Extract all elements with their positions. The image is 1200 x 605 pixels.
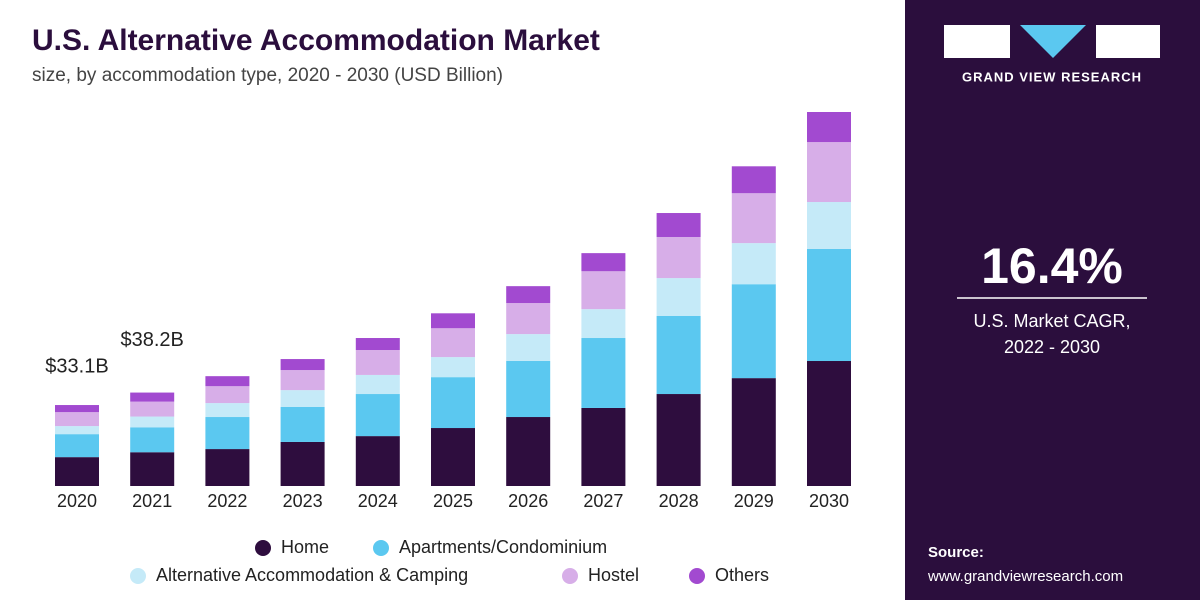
source-label: Source: — [928, 544, 984, 561]
cagr-label: U.S. Market CAGR, — [973, 311, 1130, 331]
bar-segment — [506, 361, 551, 418]
bar-segment — [431, 377, 475, 429]
bar-segment — [431, 357, 475, 378]
bar-segment — [731, 193, 776, 244]
bar-segment — [280, 406, 325, 442]
bar-segment — [205, 376, 250, 387]
bar-segment — [581, 407, 626, 486]
bar-segment — [431, 428, 475, 486]
bar-segment — [55, 434, 99, 458]
logo-shape — [1096, 25, 1160, 58]
bar-segment — [280, 359, 325, 371]
bar-segment — [130, 427, 175, 453]
bar-segment — [55, 412, 99, 427]
bar-segment — [731, 243, 776, 285]
bar-segment — [130, 392, 175, 402]
x-tick-label: 2020 — [57, 491, 97, 511]
bar-segment — [581, 253, 626, 272]
bar-segment — [205, 403, 250, 418]
bar-segment — [205, 417, 250, 450]
total-label: $33.1B — [45, 355, 108, 377]
bar-segment — [506, 417, 551, 486]
bar-segment — [581, 271, 626, 310]
bar-segment — [807, 142, 851, 203]
side-panel — [905, 0, 1200, 600]
bar-segment — [581, 309, 626, 339]
bar-segment — [431, 328, 475, 358]
bar-segment — [731, 284, 776, 379]
legend-label: Others — [715, 565, 769, 585]
bar-segment — [280, 390, 325, 407]
logo-shape — [1020, 25, 1086, 58]
bar-segment — [656, 278, 701, 316]
bar-segment — [355, 338, 400, 350]
legend-marker — [255, 540, 271, 556]
legend-marker — [689, 568, 705, 584]
x-tick-label: 2026 — [508, 491, 548, 511]
source-url: www.grandviewresearch.com — [927, 568, 1123, 585]
logo — [944, 25, 1160, 58]
cagr-value: 16.4% — [981, 238, 1123, 294]
legend-label: Apartments/Condominium — [399, 537, 607, 557]
bar-segment — [55, 457, 99, 486]
x-tick-label: 2021 — [132, 491, 172, 511]
bar-segment — [355, 374, 400, 395]
bar-segment — [807, 248, 851, 362]
bar-segment — [130, 416, 175, 428]
bar-segment — [506, 334, 551, 362]
bar-segment — [431, 313, 475, 329]
legend-marker — [562, 568, 578, 584]
bar-segment — [130, 452, 175, 486]
bar-segment — [280, 441, 325, 486]
bar-segment — [55, 405, 99, 413]
x-tick-label: 2030 — [809, 491, 849, 511]
bar-segment — [581, 338, 626, 408]
bar-segment — [807, 112, 851, 143]
bar-segment — [280, 370, 325, 391]
bar-segment — [205, 386, 250, 404]
bar-segment — [656, 236, 701, 279]
x-tick-label: 2027 — [583, 491, 623, 511]
bar-segment — [355, 394, 400, 437]
x-tick-label: 2023 — [283, 491, 323, 511]
bar-segment — [807, 361, 851, 486]
cagr-label: 2022 - 2030 — [1004, 337, 1100, 357]
bar-segment — [807, 202, 851, 249]
bar-segment — [205, 449, 250, 486]
x-tick-label: 2025 — [433, 491, 473, 511]
bar-segment — [506, 303, 551, 335]
bar-segment — [731, 378, 776, 486]
bar-segment — [656, 394, 701, 486]
x-tick-label: 2022 — [207, 491, 247, 511]
bar-segment — [55, 426, 99, 435]
x-tick-label: 2029 — [734, 491, 774, 511]
legend-label: Home — [281, 537, 329, 557]
total-label: $38.2B — [121, 329, 184, 351]
bar-segment — [656, 213, 701, 237]
legend-marker — [373, 540, 389, 556]
bar-segment — [731, 166, 776, 194]
logo-shape — [944, 25, 1010, 58]
x-tick-label: 2028 — [659, 491, 699, 511]
bar-segment — [656, 316, 701, 395]
bar-segment — [355, 436, 400, 486]
bar-segment — [506, 286, 551, 304]
bar-segment — [130, 401, 175, 417]
x-tick-label: 2024 — [358, 491, 398, 511]
legend-marker — [130, 568, 146, 584]
legend-label: Alternative Accommodation & Camping — [156, 565, 468, 585]
legend-label: Hostel — [588, 565, 639, 585]
bar-segment — [355, 350, 400, 375]
chart-subtitle: size, by accommodation type, 2020 - 2030… — [32, 65, 503, 86]
brand: GRAND VIEW RESEARCH — [962, 69, 1142, 84]
chart-title: U.S. Alternative Accommodation Market — [32, 24, 600, 57]
